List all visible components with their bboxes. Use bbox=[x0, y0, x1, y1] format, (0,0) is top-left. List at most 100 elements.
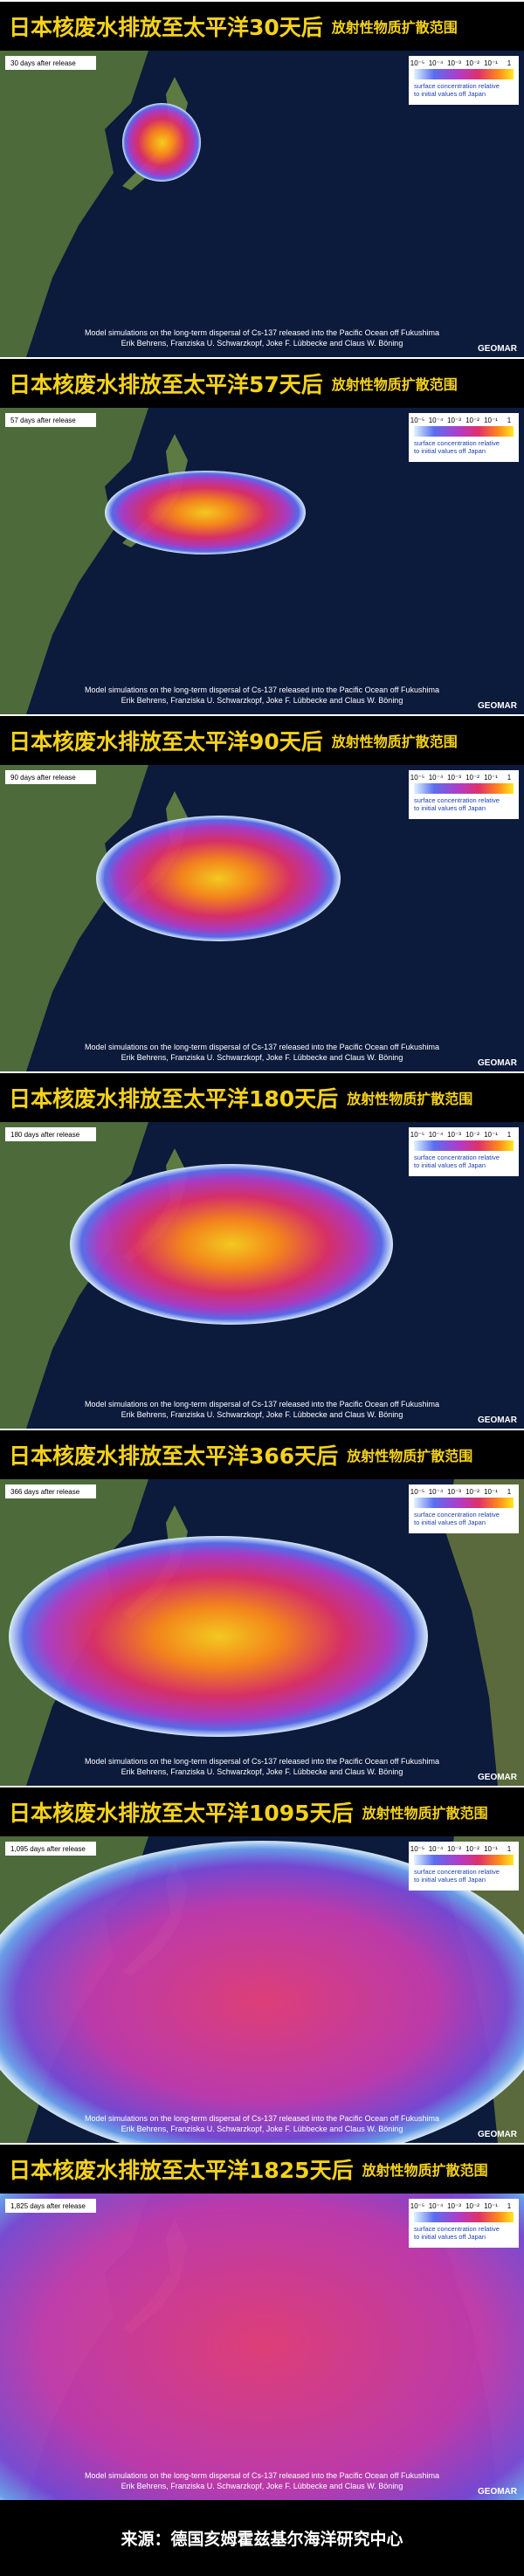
colorbar-label: surface concentration relative bbox=[414, 1154, 500, 1161]
map: 90 days after release 10⁻⁵ 10⁻⁴ 10⁻³ 10⁻² 10⁻… bbox=[0, 765, 524, 1071]
colorbar-tick: 10⁻¹ bbox=[484, 2202, 498, 2210]
panel-header: 日本核废水排放至太平洋1095天后 放射性物质扩散范围 bbox=[0, 1786, 524, 1836]
colorbar-label: to initial values off Japan bbox=[414, 447, 486, 455]
panel: 日本核废水排放至太平洋90天后 放射性物质扩散范围 90 days after re… bbox=[0, 714, 524, 1071]
panel-header: 日本核废水排放至太平洋57天后 放射性物质扩散范围 bbox=[0, 357, 524, 408]
colorbar-tick: 10⁻⁵ bbox=[410, 1845, 424, 1853]
colorbar-tick: 10⁻³ bbox=[447, 2202, 461, 2210]
panel-title: 日本核废水排放至太平洋30天后 bbox=[9, 15, 323, 40]
colorbar-tick: 1 bbox=[507, 417, 512, 424]
caption: Model simulations on the long-term dispe… bbox=[85, 1757, 439, 1766]
day-label-box bbox=[5, 1484, 96, 1498]
colorbar bbox=[414, 426, 514, 437]
colorbar-label: surface concentration relative bbox=[414, 796, 500, 804]
colorbar-tick: 10⁻¹ bbox=[484, 774, 498, 782]
panel: 日本核废水排放至太平洋30天后 放射性物质扩散范围 30 days after re… bbox=[0, 0, 524, 357]
panel-header: 日本核废水排放至太平洋366天后 放射性物质扩散范围 bbox=[0, 1429, 524, 1479]
day-label-box bbox=[5, 1127, 96, 1141]
panel-header: 日本核废水排放至太平洋1825天后 放射性物质扩散范围 bbox=[0, 2143, 524, 2194]
panel-subtitle: 放射性物质扩散范围 bbox=[362, 1805, 488, 1822]
colorbar-box bbox=[409, 2199, 519, 2248]
caption: Model simulations on the long-term dispe… bbox=[85, 1043, 439, 1051]
colorbar-label: surface concentration relative bbox=[414, 1868, 500, 1876]
colorbar-tick: 10⁻⁴ bbox=[429, 774, 444, 782]
colorbar-tick: 10⁻⁵ bbox=[410, 59, 424, 67]
land-asia bbox=[0, 765, 148, 1071]
colorbar bbox=[414, 783, 514, 794]
panel-subtitle: 放射性物质扩散范围 bbox=[362, 2162, 488, 2179]
panel: 日本核废水排放至太平洋57天后 放射性物质扩散范围 57 days after re… bbox=[0, 357, 524, 714]
land-japan bbox=[122, 1505, 188, 1619]
map: 1,095 days after release 10⁻⁵ 10⁻⁴ 10⁻³ 10⁻²… bbox=[0, 1836, 524, 2143]
day-label: 366 days after release bbox=[10, 1488, 80, 1496]
panel-subtitle: 放射性物质扩散范围 bbox=[331, 376, 458, 393]
panel-title: 日本核废水排放至太平洋180天后 bbox=[9, 1086, 339, 1112]
logo: GEOMAR bbox=[478, 344, 518, 354]
panel-header: 日本核废水排放至太平洋90天后 放射性物质扩散范围 bbox=[0, 714, 524, 765]
logo: GEOMAR bbox=[478, 1058, 518, 1068]
map: 1,825 days after release 10⁻⁵ 10⁻⁴ 10⁻³ 10⁻²… bbox=[0, 2194, 524, 2500]
colorbar bbox=[414, 1498, 514, 1508]
caption: Erik Behrens, Franziska U. Schwarzkopf, … bbox=[121, 1053, 403, 1062]
colorbar-tick: 10⁻³ bbox=[447, 1131, 461, 1139]
colorbar bbox=[414, 2212, 514, 2222]
colorbar-tick: 10⁻⁴ bbox=[429, 1488, 444, 1496]
map: 180 days after release 10⁻⁵ 10⁻⁴ 10⁻³ 10⁻² 10… bbox=[0, 1122, 524, 1429]
colorbar-tick: 10⁻² bbox=[465, 59, 479, 67]
caption: Model simulations on the long-term dispe… bbox=[85, 685, 439, 694]
colorbar-tick: 10⁻¹ bbox=[484, 1131, 498, 1139]
panel-title: 日本核废水排放至太平洋57天后 bbox=[9, 372, 323, 397]
colorbar-tick: 10⁻⁵ bbox=[410, 1488, 424, 1496]
panel-subtitle: 放射性物质扩散范围 bbox=[331, 19, 458, 36]
colorbar-label: to initial values off Japan bbox=[414, 1161, 486, 1169]
logo: GEOMAR bbox=[478, 1415, 518, 1425]
panel: 日本核废水排放至太平洋180天后 放射性物质扩散范围 180 days after … bbox=[0, 1071, 524, 1429]
logo: GEOMAR bbox=[478, 1773, 518, 1782]
plume bbox=[70, 1164, 393, 1325]
panel: 日本核废水排放至太平洋366天后 放射性物质扩散范围 366 days after … bbox=[0, 1429, 524, 1786]
colorbar bbox=[414, 69, 514, 79]
day-label: 57 days after release bbox=[10, 417, 76, 424]
map: 57 days after release 10⁻⁵ 10⁻⁴ 10⁻³ 10⁻² 10⁻… bbox=[0, 408, 524, 714]
colorbar-tick: 1 bbox=[507, 59, 512, 67]
colorbar-tick: 1 bbox=[507, 774, 512, 782]
colorbar-tick: 10⁻² bbox=[465, 417, 479, 424]
plume bbox=[0, 2194, 524, 2500]
colorbar-box bbox=[409, 770, 519, 819]
panel: 日本核废水排放至太平洋1095天后 放射性物质扩散范围 1,095 days aft… bbox=[0, 1786, 524, 2143]
colorbar-tick: 10⁻² bbox=[465, 1488, 479, 1496]
map: 366 days after release 10⁻⁵ 10⁻⁴ 10⁻³ 10⁻² 10… bbox=[0, 1479, 524, 1786]
colorbar-tick: 10⁻³ bbox=[447, 774, 461, 782]
plume bbox=[105, 471, 306, 554]
colorbar-tick: 10⁻⁵ bbox=[410, 2202, 424, 2210]
colorbar-tick: 10⁻³ bbox=[447, 417, 461, 424]
land-america bbox=[445, 1479, 524, 1786]
colorbar-label: surface concentration relative bbox=[414, 82, 500, 90]
colorbar-label: surface concentration relative bbox=[414, 2225, 500, 2233]
caption: Model simulations on the long-term dispe… bbox=[85, 2471, 439, 2480]
colorbar-label: to initial values off Japan bbox=[414, 1519, 486, 1526]
colorbar bbox=[414, 1140, 514, 1151]
caption: Model simulations on the long-term dispe… bbox=[85, 1400, 439, 1409]
caption: Erik Behrens, Franziska U. Schwarzkopf, … bbox=[121, 1410, 403, 1419]
colorbar bbox=[414, 1855, 514, 1865]
colorbar-label: surface concentration relative bbox=[414, 1511, 500, 1519]
colorbar-tick: 1 bbox=[507, 1131, 512, 1139]
caption: Erik Behrens, Franziska U. Schwarzkopf, … bbox=[121, 696, 403, 705]
land-japan bbox=[122, 791, 188, 905]
logo: GEOMAR bbox=[478, 2130, 518, 2139]
colorbar-tick: 10⁻⁴ bbox=[429, 2202, 444, 2210]
colorbar-tick: 1 bbox=[507, 1845, 512, 1853]
panel-subtitle: 放射性物质扩散范围 bbox=[347, 1448, 473, 1464]
panels: 日本核废水排放至太平洋30天后 放射性物质扩散范围 30 days after re… bbox=[0, 0, 524, 2500]
colorbar-tick: 10⁻¹ bbox=[484, 1845, 498, 1853]
colorbar-tick: 10⁻⁴ bbox=[429, 1845, 444, 1853]
colorbar-tick: 1 bbox=[507, 1488, 512, 1496]
caption: Model simulations on the long-term dispe… bbox=[85, 2114, 439, 2123]
colorbar-label: to initial values off Japan bbox=[414, 1876, 486, 1884]
colorbar-tick: 10⁻¹ bbox=[484, 417, 498, 424]
land-asia bbox=[0, 51, 148, 357]
panel: 日本核废水排放至太平洋1825天后 放射性物质扩散范围 1,825 days aft… bbox=[0, 2143, 524, 2500]
panel-header: 日本核废水排放至太平洋180天后 放射性物质扩散范围 bbox=[0, 1071, 524, 1122]
